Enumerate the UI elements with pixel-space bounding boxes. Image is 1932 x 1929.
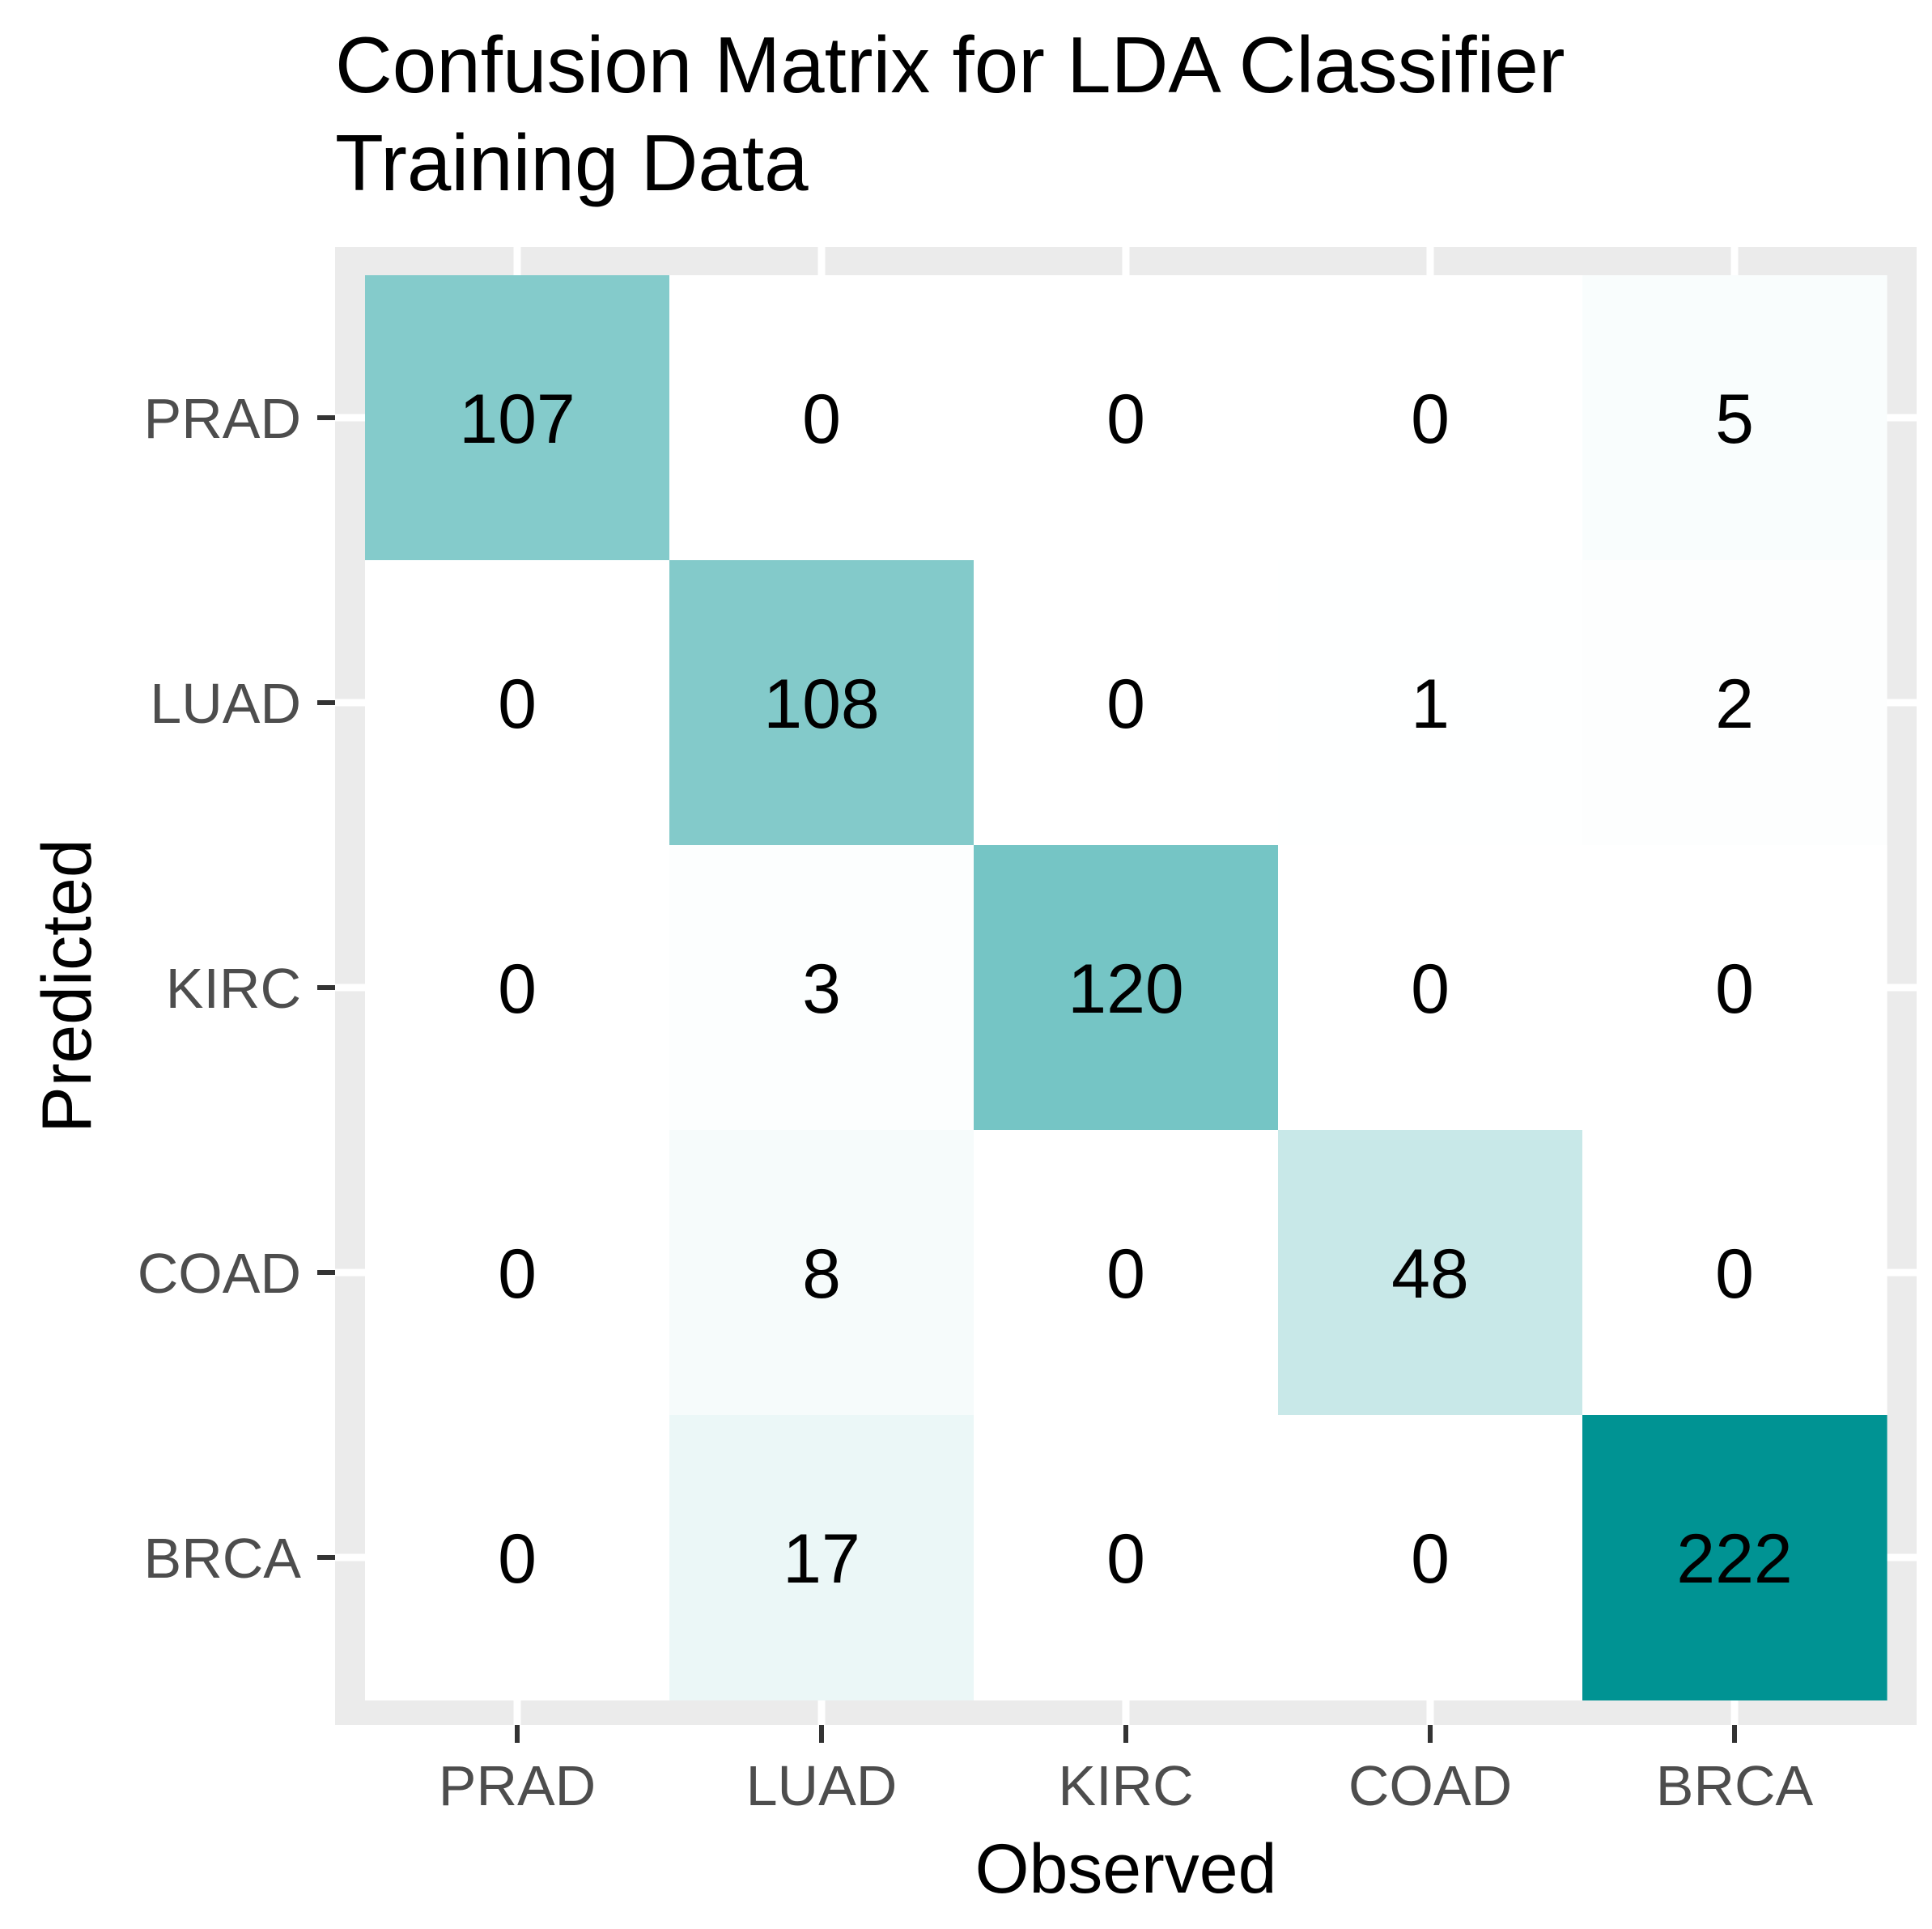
heatmap-cell (365, 560, 670, 846)
heatmap-cell (974, 1415, 1279, 1701)
heatmap-cell (669, 560, 974, 846)
x-tick-label: COAD (1348, 1754, 1512, 1817)
heatmap-cell (974, 275, 1279, 561)
x-tick-label: KIRC (1058, 1754, 1193, 1817)
heatmap-cell (1278, 1415, 1583, 1701)
x-axis: PRAD LUAD KIRC COAD BRCA (439, 1725, 1814, 1817)
cell-value-label: 0 (1106, 665, 1145, 743)
x-axis-title: Observed (975, 1830, 1277, 1908)
heatmap-cell (1278, 1130, 1583, 1416)
y-tick-label: BRCA (144, 1527, 302, 1590)
heatmap-cell (669, 275, 974, 561)
cell-value-label: 0 (1411, 380, 1450, 458)
heatmap-cells (365, 275, 1887, 1701)
cell-value-label: 1 (1411, 665, 1450, 743)
cell-value-label: 0 (1411, 950, 1450, 1028)
y-tick-label: LUAD (150, 672, 301, 735)
heatmap-cell (669, 1415, 974, 1701)
y-axis: PRAD LUAD KIRC COAD BRCA (138, 387, 335, 1590)
heatmap-cell (1278, 275, 1583, 561)
heatmap-cell (1582, 560, 1887, 846)
heatmap-cell (365, 845, 670, 1131)
cell-value-label: 8 (802, 1235, 841, 1313)
heatmap-cell (1582, 845, 1887, 1131)
y-tick-label: COAD (138, 1242, 301, 1305)
cell-value-label: 107 (459, 380, 575, 458)
heatmap-cell (365, 1130, 670, 1416)
x-tick-label: PRAD (439, 1754, 596, 1817)
cell-value-label: 0 (1715, 950, 1754, 1028)
cell-value-label: 0 (802, 380, 841, 458)
y-tick-label: PRAD (144, 387, 301, 450)
cell-value-label: 222 (1676, 1520, 1793, 1598)
cell-value-label: 0 (1106, 380, 1145, 458)
cell-value-label: 120 (1068, 950, 1184, 1028)
heatmap-cell (974, 1130, 1279, 1416)
x-tick-label: BRCA (1656, 1754, 1814, 1817)
cell-value-label: 108 (763, 665, 880, 743)
heatmap-cell (365, 275, 670, 561)
cell-value-label: 3 (802, 950, 841, 1028)
cell-value-label: 0 (1411, 1520, 1450, 1598)
chart-title-line-1: Confusion Matrix for LDA Classifier (335, 20, 1565, 109)
cell-value-label: 48 (1391, 1235, 1469, 1313)
x-tick-label: LUAD (746, 1754, 898, 1817)
heatmap-cell (974, 560, 1279, 846)
cell-value-label: 0 (498, 950, 537, 1028)
heatmap-cell (1582, 275, 1887, 561)
cell-value-label: 0 (1715, 1235, 1754, 1313)
chart-title-line-2: Training Data (335, 118, 809, 207)
heatmap-cell (974, 845, 1279, 1131)
heatmap-cell (669, 845, 974, 1131)
heatmap-cell (1582, 1130, 1887, 1416)
cell-value-label: 2 (1715, 665, 1754, 743)
cell-value-labels: 107 0 0 0 50 108 0 1 20 3 120 0 00 8 0 48 00 17 0 0 222 (459, 380, 1793, 1598)
cell-value-label: 5 (1715, 380, 1754, 458)
heatmap-cell (669, 1130, 974, 1416)
cell-value-label: 17 (783, 1520, 860, 1598)
heatmap-cell (1582, 1415, 1887, 1701)
heatmap-cell (365, 1415, 670, 1701)
heatmap-cell (1278, 560, 1583, 846)
cell-value-label: 0 (498, 1520, 537, 1598)
cell-value-label: 0 (498, 665, 537, 743)
heatmap-cell (1278, 845, 1583, 1131)
cell-value-label: 0 (498, 1235, 537, 1313)
y-tick-label: KIRC (166, 957, 301, 1020)
cell-value-label: 0 (1106, 1235, 1145, 1313)
y-axis-title: Predicted (28, 839, 106, 1132)
cell-value-label: 0 (1106, 1520, 1145, 1598)
